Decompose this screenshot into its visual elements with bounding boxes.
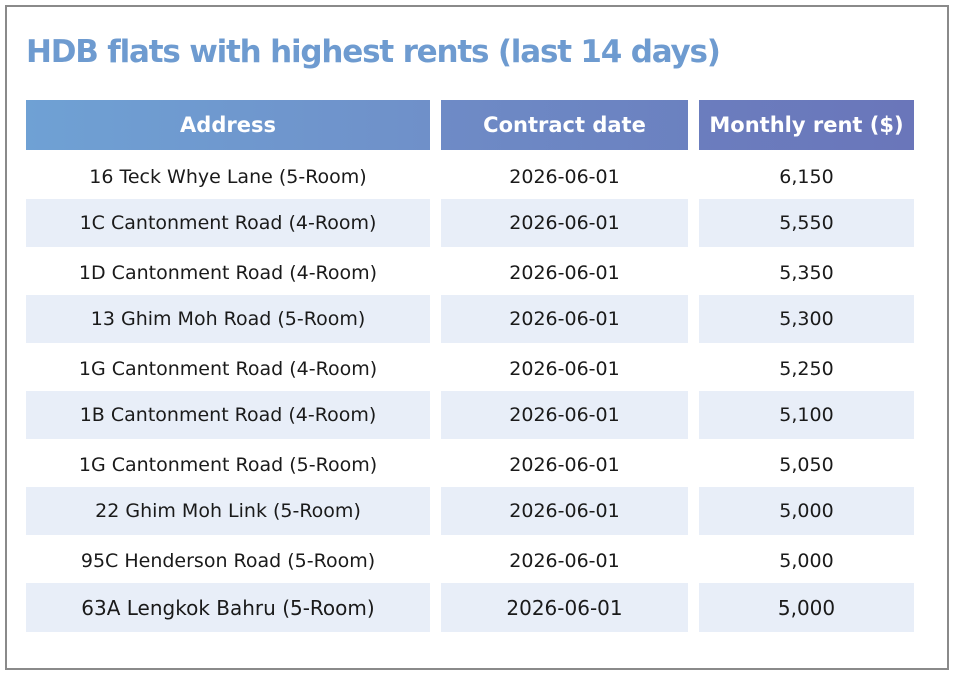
cell-address: 95C Henderson Road (5-Room) [80,550,376,572]
cell-address: 1B Cantonment Road (4-Room) [26,391,430,439]
cell-monthly-rent: 6,150 [779,166,834,188]
cell-contract-date: 2026-06-01 [509,358,620,380]
cell-contract-date: 2026-06-01 [441,583,688,632]
table-row: 1B Cantonment Road (4-Room) 2026-06-01 5… [26,391,914,439]
table-row: 1C Cantonment Road (4-Room) 2026-06-01 5… [26,199,914,247]
cell-contract-date: 2026-06-01 [509,550,620,572]
table-row: 1D Cantonment Road (4-Room) 2026-06-01 5… [26,249,914,297]
cell-address: 22 Ghim Moh Link (5-Room) [26,487,430,535]
cell-address: 1D Cantonment Road (4-Room) [78,262,378,284]
table-row: 63A Lengkok Bahru (5-Room) 2026-06-01 5,… [26,583,914,632]
cell-monthly-rent: 5,000 [699,583,914,632]
cell-contract-date: 2026-06-01 [509,262,620,284]
page-title: HDB flats with highest rents (last 14 da… [26,34,721,70]
column-header-address: Address [26,100,430,150]
column-header-contract-date: Contract date [441,100,688,150]
table-row: 22 Ghim Moh Link (5-Room) 2026-06-01 5,0… [26,487,914,535]
cell-contract-date: 2026-06-01 [441,487,688,535]
cell-monthly-rent: 5,550 [699,199,914,247]
column-header-monthly-rent: Monthly rent ($) [699,100,914,150]
cell-contract-date: 2026-06-01 [441,295,688,343]
cell-contract-date: 2026-06-01 [509,454,620,476]
cell-address: 16 Teck Whye Lane (5-Room) [89,166,367,188]
table-row: 1G Cantonment Road (5-Room) 2026-06-01 5… [26,441,914,489]
cell-address: 1G Cantonment Road (4-Room) [78,358,378,380]
cell-contract-date: 2026-06-01 [509,166,620,188]
cell-monthly-rent: 5,350 [779,262,834,284]
cell-monthly-rent: 5,300 [699,295,914,343]
cell-monthly-rent: 5,100 [699,391,914,439]
cell-address: 13 Ghim Moh Road (5-Room) [26,295,430,343]
table-row: 16 Teck Whye Lane (5-Room) 2026-06-01 6,… [26,153,914,201]
cell-contract-date: 2026-06-01 [441,199,688,247]
cell-monthly-rent: 5,250 [779,358,834,380]
cell-contract-date: 2026-06-01 [441,391,688,439]
table-row: 13 Ghim Moh Road (5-Room) 2026-06-01 5,3… [26,295,914,343]
cell-monthly-rent: 5,000 [699,487,914,535]
cell-address: 1C Cantonment Road (4-Room) [26,199,430,247]
cell-address: 63A Lengkok Bahru (5-Room) [26,583,430,632]
cell-monthly-rent: 5,050 [779,454,834,476]
cell-address: 1G Cantonment Road (5-Room) [78,454,378,476]
table-row: 1G Cantonment Road (4-Room) 2026-06-01 5… [26,345,914,393]
cell-monthly-rent: 5,000 [779,550,834,572]
table-row: 95C Henderson Road (5-Room) 2026-06-01 5… [26,537,914,585]
